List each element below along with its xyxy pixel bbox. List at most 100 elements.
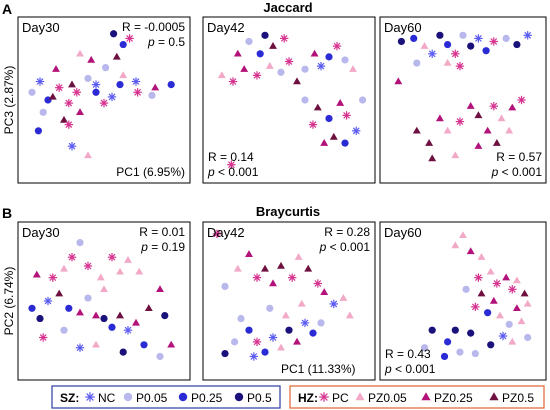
data-point xyxy=(43,296,53,306)
data-point xyxy=(102,64,110,72)
plot-frame xyxy=(379,221,547,381)
data-point xyxy=(466,247,475,255)
data-point xyxy=(119,348,127,356)
data-point xyxy=(261,31,269,39)
data-point xyxy=(67,253,77,262)
data-point xyxy=(502,34,510,43)
data-point xyxy=(451,326,459,334)
data-point xyxy=(520,289,529,297)
data-point xyxy=(443,58,452,66)
data-point xyxy=(76,49,84,57)
legend-hz-border xyxy=(289,385,545,409)
data-point xyxy=(60,264,68,272)
y-axis-label: PC2 (6.74%) xyxy=(2,267,16,336)
data-point xyxy=(444,338,452,346)
data-point xyxy=(459,231,467,239)
data-point xyxy=(116,81,124,89)
data-point xyxy=(32,270,41,278)
data-point xyxy=(455,117,465,126)
data-point xyxy=(55,289,64,297)
data-point xyxy=(34,127,43,135)
data-point xyxy=(245,250,253,258)
panel-day-label: Day30 xyxy=(22,20,60,35)
data-point xyxy=(451,241,460,249)
panel-day-label: Day60 xyxy=(384,225,422,240)
data-point xyxy=(96,273,105,281)
data-point xyxy=(76,108,84,116)
data-point xyxy=(308,120,318,129)
data-point xyxy=(110,30,118,38)
data-point xyxy=(151,83,160,91)
data-point xyxy=(320,288,329,295)
legend-hz: HZ: PC PZ0.05 PZ0.25 PZ0.5 xyxy=(289,385,545,409)
data-point xyxy=(65,304,73,312)
data-point xyxy=(524,333,532,342)
data-point xyxy=(68,80,76,88)
data-point xyxy=(261,264,269,272)
data-point xyxy=(451,49,460,58)
data-point xyxy=(341,139,349,147)
data-point xyxy=(294,253,303,260)
data-point xyxy=(487,341,495,349)
stat-p-value: p < 0.001 xyxy=(384,362,436,376)
data-point xyxy=(76,308,84,316)
data-point xyxy=(339,293,348,301)
data-point xyxy=(502,273,511,281)
plot-frame xyxy=(17,16,191,184)
data-point xyxy=(517,95,526,105)
braycurtis-title: Braycurtis xyxy=(256,204,320,219)
data-point xyxy=(28,304,36,312)
stat-p-value: p < 0.001 xyxy=(207,165,259,179)
data-point xyxy=(482,47,490,55)
data-point xyxy=(280,34,289,43)
data-point xyxy=(512,304,521,312)
data-point xyxy=(349,65,357,72)
data-point xyxy=(505,320,513,328)
panel-label-a: A xyxy=(2,1,12,17)
data-point xyxy=(352,126,361,135)
scatter-panel-2: Day42 R = 0.14p < 0.001 xyxy=(202,16,376,184)
data-point xyxy=(125,34,134,43)
data-point xyxy=(261,348,269,356)
data-point xyxy=(492,279,502,288)
data-point xyxy=(107,253,117,262)
data-point xyxy=(435,114,444,122)
data-point xyxy=(492,139,501,146)
data-point xyxy=(156,285,164,293)
data-point xyxy=(133,88,142,97)
data-point xyxy=(124,256,132,263)
data-point xyxy=(508,337,517,345)
data-point xyxy=(256,50,264,58)
data-point xyxy=(455,61,465,71)
data-point xyxy=(477,253,486,260)
data-point xyxy=(444,40,452,49)
data-point xyxy=(496,311,504,319)
data-point xyxy=(227,160,236,169)
data-point xyxy=(505,126,514,134)
data-point xyxy=(341,56,349,64)
data-point xyxy=(135,267,144,275)
data-point xyxy=(317,319,325,327)
panel-day-label: Day42 xyxy=(207,225,245,240)
data-point xyxy=(413,59,421,67)
data-point xyxy=(64,120,73,129)
data-point xyxy=(92,311,100,319)
data-point xyxy=(277,68,285,76)
data-point xyxy=(39,333,48,342)
data-point xyxy=(132,318,140,326)
data-point xyxy=(508,103,517,111)
data-point xyxy=(123,326,133,335)
plot-frame xyxy=(17,221,191,381)
data-point xyxy=(313,103,322,111)
data-point xyxy=(467,42,475,50)
data-point xyxy=(268,333,278,342)
data-point xyxy=(451,151,460,159)
data-point xyxy=(498,331,508,341)
data-point xyxy=(108,323,116,331)
data-point xyxy=(35,77,45,86)
stat-p-value: p = 0.19 xyxy=(140,240,185,254)
data-point xyxy=(513,40,521,49)
legend-label-pc: PC xyxy=(332,391,349,405)
legend-marker-p005 xyxy=(123,392,133,402)
data-point xyxy=(477,289,486,297)
